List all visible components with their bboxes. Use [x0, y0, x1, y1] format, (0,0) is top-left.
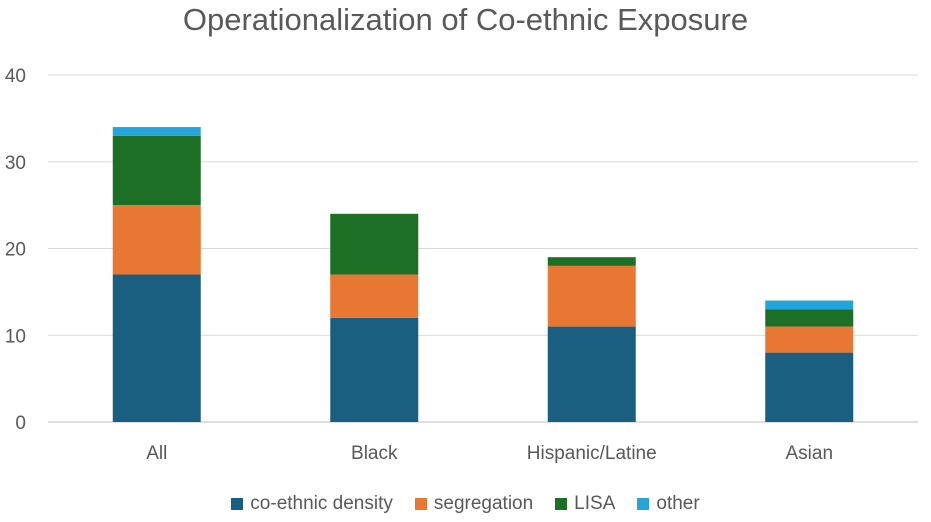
- bar-all-co-ethnic-density: [112, 274, 201, 422]
- legend-swatch-co-ethnic-density: [231, 498, 244, 510]
- bar-all-other: [112, 127, 201, 136]
- legend-swatch-lisa: [555, 498, 568, 510]
- bar-black-segregation: [330, 274, 419, 318]
- bar-asian-segregation: [765, 326, 854, 353]
- legend-item-lisa: LISA: [555, 493, 615, 515]
- chart-legend: co-ethnic density segregation LISA other: [0, 493, 931, 515]
- bar-black-lisa: [330, 213, 419, 275]
- y-tick-label-10: 10: [5, 326, 26, 347]
- legend-label-segregation: segregation: [433, 493, 534, 514]
- bar-hispanic-latine-co-ethnic-density: [547, 326, 636, 422]
- bar-all-lisa: [112, 135, 201, 206]
- legend-label-other: other: [656, 493, 700, 514]
- legend-label-lisa: LISA: [574, 493, 616, 514]
- bar-hispanic-latine-lisa: [547, 257, 636, 266]
- bar-asian-other: [765, 300, 854, 310]
- y-tick-label-20: 20: [5, 240, 26, 261]
- bar-hispanic-latine-segregation: [547, 265, 636, 327]
- bar-all-segregation: [112, 205, 201, 275]
- bar-asian-co-ethnic-density: [765, 352, 854, 422]
- y-tick-label-40: 40: [5, 66, 26, 87]
- y-tick-label-0: 0: [15, 413, 26, 434]
- legend-swatch-other: [637, 498, 650, 510]
- chart-plot: 0 10 20 30 40 All Black Hispanic/Latine Asian: [5, 66, 918, 464]
- legend-item-co-ethnic-density: co-ethnic density: [231, 493, 393, 515]
- chart-title: Operationalization of Co-ethnic Exposure: [182, 2, 749, 37]
- y-tick-label-30: 30: [5, 153, 26, 174]
- x-tick-label-asian: Asian: [785, 443, 833, 464]
- x-tick-label-black: Black: [351, 443, 398, 464]
- legend-swatch-segregation: [414, 498, 427, 510]
- legend-item-other: other: [637, 493, 700, 515]
- x-tick-label-hispanic-latine: Hispanic/Latine: [527, 443, 657, 464]
- legend-item-segregation: segregation: [414, 493, 534, 515]
- x-tick-label-all: All: [146, 443, 167, 464]
- bar-black-co-ethnic-density: [330, 317, 419, 422]
- legend-label-co-ethnic-density: co-ethnic density: [250, 493, 393, 514]
- bar-asian-lisa: [765, 309, 854, 327]
